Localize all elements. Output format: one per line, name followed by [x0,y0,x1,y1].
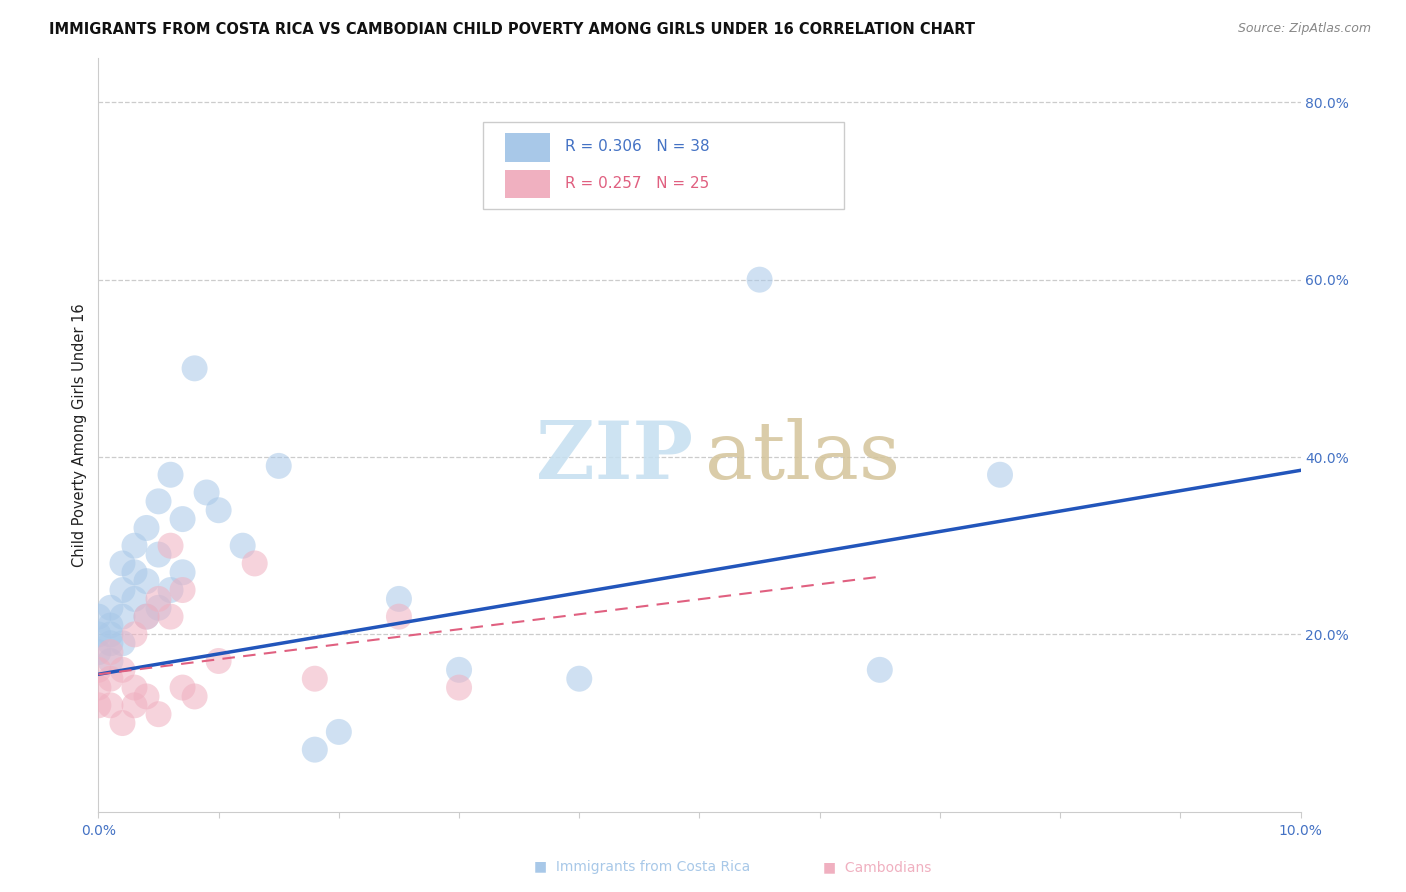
Point [124,627,146,641]
Point [135,574,157,589]
Point [111,557,134,571]
Point [87,609,110,624]
Point [124,698,146,713]
Point [87,627,110,641]
Point [87,663,110,677]
Point [111,582,134,597]
Point [100,600,122,615]
Point [124,681,146,695]
Point [111,716,134,731]
Point [124,566,146,580]
Point [135,521,157,535]
Point [100,654,122,668]
Text: R = 0.306   N = 38: R = 0.306 N = 38 [565,139,710,154]
Point [100,618,122,632]
Point [183,690,205,704]
Text: ■  Cambodians: ■ Cambodians [823,860,931,874]
Text: ■  Immigrants from Costa Rica: ■ Immigrants from Costa Rica [534,860,751,874]
Point [447,663,470,677]
Point [243,557,266,571]
Y-axis label: Child Poverty Among Girls Under 16: Child Poverty Among Girls Under 16 [72,303,87,566]
Point [135,609,157,624]
Bar [505,133,550,162]
Point [124,539,146,553]
Text: Source: ZipAtlas.com: Source: ZipAtlas.com [1237,22,1371,36]
Point [87,698,110,713]
Text: ZIP: ZIP [537,418,693,497]
Point [195,485,218,500]
Point [100,645,122,659]
FancyBboxPatch shape [484,122,844,209]
Text: IMMIGRANTS FROM COSTA RICA VS CAMBODIAN CHILD POVERTY AMONG GIRLS UNDER 16 CORRE: IMMIGRANTS FROM COSTA RICA VS CAMBODIAN … [49,22,976,37]
Point [100,627,122,641]
Point [148,707,170,722]
Point [304,672,326,686]
Point [159,582,181,597]
Point [232,539,254,553]
Point [748,273,770,287]
Text: atlas: atlas [706,418,901,497]
Point [148,548,170,562]
Point [172,512,194,526]
Point [388,609,411,624]
Point [87,681,110,695]
Point [135,609,157,624]
Point [135,690,157,704]
Point [100,672,122,686]
Point [388,591,411,606]
Point [148,600,170,615]
Point [183,361,205,376]
Point [124,591,146,606]
Point [111,636,134,650]
Point [100,698,122,713]
Point [111,609,134,624]
Point [988,467,1011,482]
Point [100,636,122,650]
Point [148,494,170,508]
Point [267,458,290,473]
Point [87,645,110,659]
Bar [505,169,550,198]
Point [208,503,231,517]
Point [172,582,194,597]
Point [148,591,170,606]
Point [568,672,591,686]
Point [172,681,194,695]
Point [208,654,231,668]
Point [159,467,181,482]
Point [869,663,891,677]
Text: R = 0.257   N = 25: R = 0.257 N = 25 [565,176,709,191]
Point [111,663,134,677]
Point [172,566,194,580]
Point [304,742,326,756]
Point [159,539,181,553]
Point [328,725,350,739]
Point [447,681,470,695]
Point [159,609,181,624]
